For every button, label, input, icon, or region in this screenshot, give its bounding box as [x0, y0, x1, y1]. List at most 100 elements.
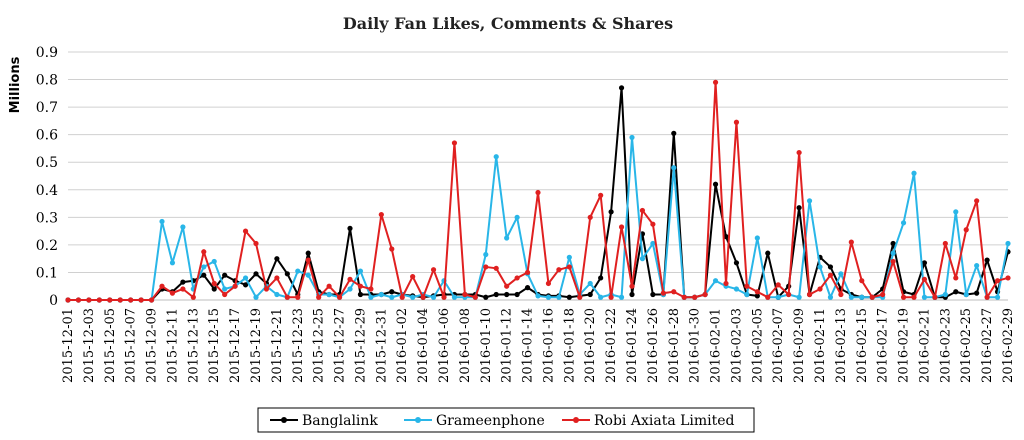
x-axis-ticks: 2015-12-01 2015-12-03 2015-12-05 2015-12-07… [61, 308, 1016, 383]
x-tick-label: 2016-02-25 [959, 308, 974, 383]
data-point [190, 294, 196, 300]
data-point [587, 291, 593, 298]
x-tick-label: 2016-01-28 [667, 308, 682, 383]
x-tick-label: 2015-12-07 [124, 308, 139, 383]
data-point [1005, 240, 1011, 247]
data-point [598, 192, 604, 198]
data-point [347, 225, 353, 231]
x-tick-label: 2015-12-03 [82, 308, 97, 383]
data-point [211, 258, 217, 265]
data-point [629, 283, 635, 289]
data-point [75, 297, 82, 303]
data-point [222, 272, 228, 278]
data-point [566, 294, 572, 300]
data-point [921, 294, 928, 300]
data-point [514, 291, 520, 298]
x-tick-label: 2015-12-05 [103, 308, 118, 383]
y-tick-label: 0 [49, 293, 58, 309]
legend-box [257, 407, 755, 433]
y-tick-label: 0.5 [36, 155, 58, 171]
legend-marker [573, 417, 579, 423]
x-tick-label: 2016-01-12 [500, 308, 515, 383]
data-point [775, 294, 781, 300]
x-tick-label: 2016-02-03 [729, 308, 744, 383]
data-point [430, 267, 437, 273]
data-point [942, 240, 948, 247]
data-point [389, 294, 395, 300]
data-point [869, 294, 875, 300]
data-point [201, 272, 207, 278]
data-point [848, 294, 854, 300]
data-point [514, 214, 520, 220]
data-point [681, 294, 687, 300]
y-tick-label: 0.9 [36, 45, 58, 61]
data-point [545, 294, 552, 300]
legend-label: Robi Axiata Limited [594, 413, 735, 429]
y-axis-label: Millions [8, 56, 23, 113]
x-tick-label: 2015-12-09 [145, 308, 160, 383]
x-tick-label: 2015-12-01 [61, 308, 76, 383]
data-point [326, 291, 332, 298]
data-point [650, 240, 656, 247]
data-point [169, 260, 176, 266]
data-point [128, 297, 134, 303]
data-point [451, 294, 458, 300]
data-point [650, 221, 656, 227]
data-point [201, 264, 207, 270]
data-point [827, 272, 834, 278]
data-point [535, 293, 541, 299]
data-point [744, 291, 750, 298]
data-point [253, 271, 259, 277]
x-tick-label: 2016-02-17 [876, 308, 891, 383]
data-point [671, 289, 677, 295]
data-point [274, 256, 280, 262]
data-point [942, 291, 948, 298]
data-point [159, 218, 165, 225]
data-point [253, 240, 259, 247]
data-point [702, 291, 708, 298]
data-point [493, 265, 499, 271]
y-tick-label: 0.2 [36, 238, 58, 254]
x-tick-label: 2016-02-15 [855, 308, 870, 383]
x-tick-label: 2016-02-07 [771, 308, 786, 383]
data-point [890, 250, 896, 256]
data-point [775, 282, 781, 288]
data-point [545, 280, 552, 287]
data-point [274, 291, 280, 298]
data-point [953, 209, 959, 215]
legend-marker [415, 417, 421, 423]
x-tick-label: 2016-02-23 [938, 308, 953, 383]
data-point [566, 264, 572, 270]
x-tick-label: 2015-12-31 [374, 308, 389, 383]
data-point [201, 249, 207, 255]
data-point [368, 294, 374, 300]
data-point [410, 273, 416, 280]
data-point [639, 207, 646, 214]
data-point [441, 294, 447, 300]
data-point [524, 269, 531, 276]
data-point [347, 276, 353, 282]
data-point [963, 291, 969, 298]
data-point [347, 286, 353, 292]
x-tick-label: 2016-01-18 [562, 308, 577, 383]
data-point [953, 275, 959, 281]
data-point [608, 294, 614, 300]
data-point [504, 235, 510, 241]
data-point [765, 250, 771, 256]
data-point [96, 297, 102, 303]
data-point [357, 268, 364, 274]
data-point [368, 286, 374, 292]
data-point [295, 294, 301, 300]
y-tick-label: 0.1 [36, 265, 58, 281]
data-point [921, 260, 928, 266]
data-point [712, 181, 719, 187]
data-point [911, 170, 917, 176]
data-point [859, 278, 865, 284]
data-point [963, 227, 969, 233]
data-point [650, 291, 656, 298]
data-point [754, 293, 760, 299]
data-point [138, 297, 144, 303]
data-point [222, 286, 228, 292]
data-point [723, 280, 729, 287]
data-point [232, 283, 238, 289]
